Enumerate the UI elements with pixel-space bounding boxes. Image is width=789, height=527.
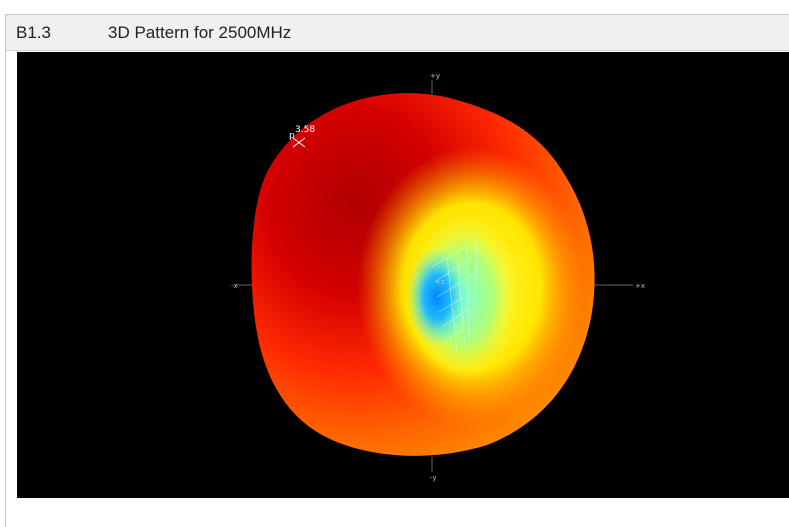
axis-label-minus-y: -y: [430, 474, 437, 482]
mesh-speckle: [431, 236, 478, 353]
pattern-panel: B1.3 3D Pattern for 2500MHz: [5, 14, 789, 527]
section-title: 3D Pattern for 2500MHz: [108, 23, 292, 42]
section-id: B1.3: [16, 23, 51, 42]
max-gain-marker: [292, 137, 306, 148]
max-marker-value: 3.58: [295, 125, 315, 135]
axis-label-minus-x: -x: [231, 282, 238, 290]
axis-label-plus-x: +x: [635, 282, 645, 290]
axis-label-center: +z: [435, 278, 445, 286]
max-marker-prefix: p: [289, 131, 295, 141]
panel-header: B1.3 3D Pattern for 2500MHz: [6, 15, 789, 51]
axis-label-plus-y: +y: [430, 72, 440, 80]
3d-pattern-viewport[interactable]: p 3.58 +y -y -x +x +z: [17, 52, 789, 498]
pattern-render: p 3.58 +y -y -x +x +z: [231, 72, 645, 482]
